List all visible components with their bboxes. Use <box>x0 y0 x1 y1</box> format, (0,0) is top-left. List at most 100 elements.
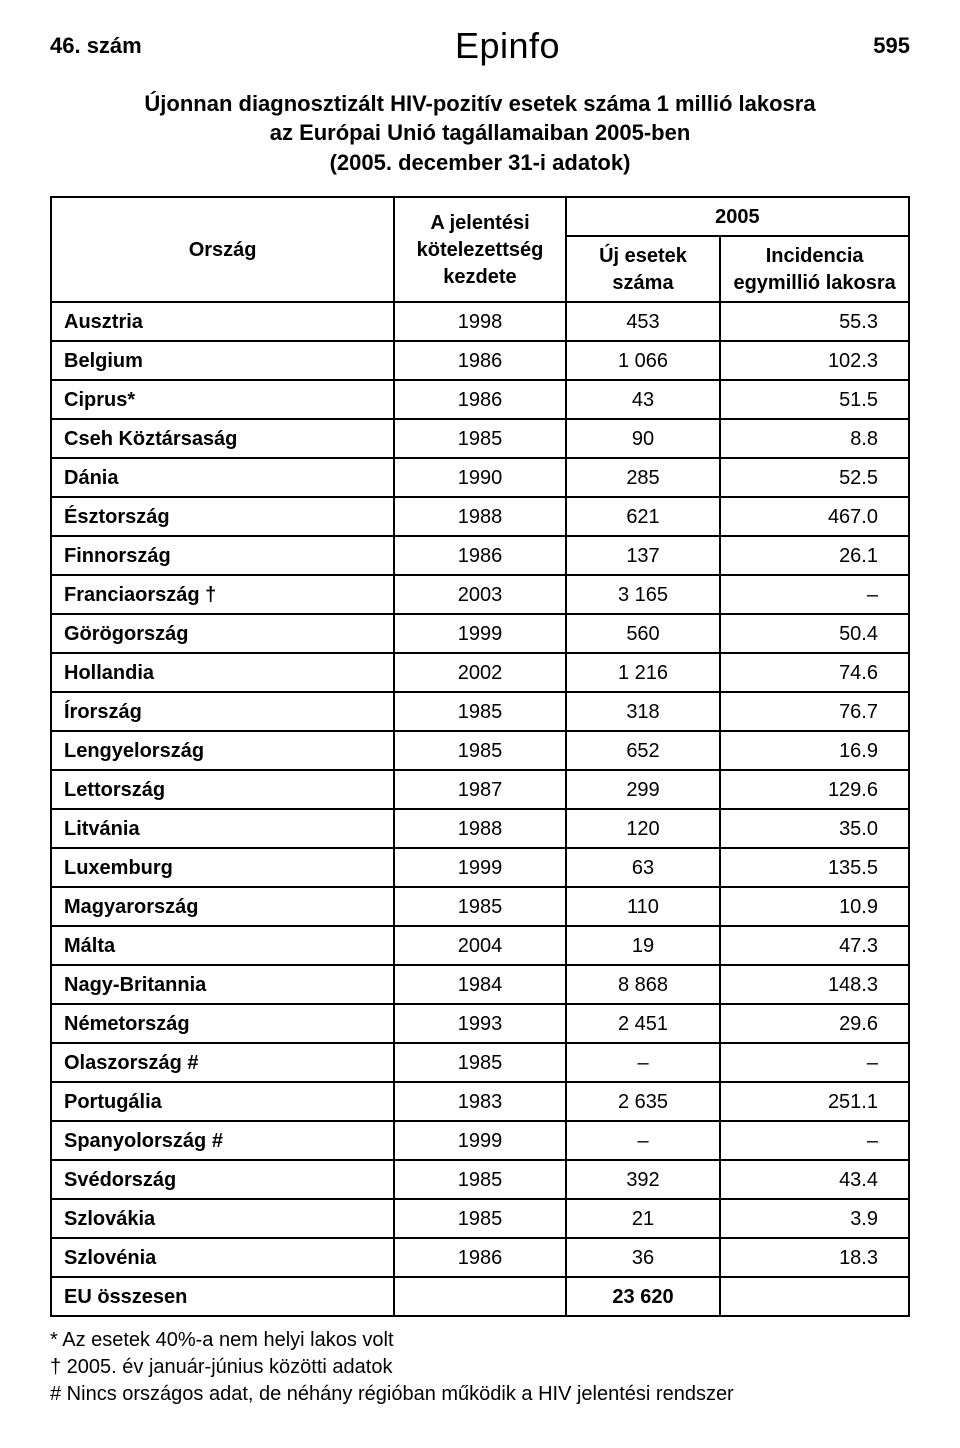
table-row: Litvánia198812035.0 <box>51 809 909 848</box>
country-cell: Dánia <box>51 458 394 497</box>
incidence-cell: 3.9 <box>720 1199 909 1238</box>
total-year <box>394 1277 566 1316</box>
incidence-cell: 29.6 <box>720 1004 909 1043</box>
country-cell: Németország <box>51 1004 394 1043</box>
cases-cell: 19 <box>566 926 720 965</box>
incidence-cell: 251.1 <box>720 1082 909 1121</box>
country-cell: Olaszország # <box>51 1043 394 1082</box>
cases-cell: 652 <box>566 731 720 770</box>
footnotes: * Az esetek 40%-a nem helyi lakos volt †… <box>50 1327 910 1408</box>
cases-cell: 318 <box>566 692 720 731</box>
cases-cell: 137 <box>566 536 720 575</box>
country-cell: Málta <box>51 926 394 965</box>
year-cell: 1985 <box>394 731 566 770</box>
year-cell: 1984 <box>394 965 566 1004</box>
incidence-cell: 16.9 <box>720 731 909 770</box>
col-header-incidence: Incidencia egymillió lakosra <box>720 236 909 302</box>
year-cell: 2003 <box>394 575 566 614</box>
table-body: Ausztria199845355.3Belgium19861 066102.3… <box>51 302 909 1316</box>
cases-cell: 21 <box>566 1199 720 1238</box>
issue-number: 46. szám <box>50 31 142 61</box>
document-title: Újonnan diagnosztizált HIV-pozitív esete… <box>100 89 860 178</box>
year-cell: 1985 <box>394 692 566 731</box>
country-cell: Görögország <box>51 614 394 653</box>
year-cell: 1986 <box>394 380 566 419</box>
year-cell: 1985 <box>394 1199 566 1238</box>
year-cell: 1986 <box>394 536 566 575</box>
incidence-cell: 35.0 <box>720 809 909 848</box>
table-row: Észtország1988621467.0 <box>51 497 909 536</box>
cases-cell: – <box>566 1121 720 1160</box>
incidence-cell: 47.3 <box>720 926 909 965</box>
incidence-cell: 55.3 <box>720 302 909 341</box>
year-cell: 1985 <box>394 1043 566 1082</box>
incidence-cell: 74.6 <box>720 653 909 692</box>
year-cell: 1987 <box>394 770 566 809</box>
year-cell: 1998 <box>394 302 566 341</box>
year-cell: 1999 <box>394 614 566 653</box>
cases-cell: 621 <box>566 497 720 536</box>
col-header-new-cases: Új esetek száma <box>566 236 720 302</box>
cases-cell: 43 <box>566 380 720 419</box>
table-row: Málta20041947.3 <box>51 926 909 965</box>
cases-cell: 392 <box>566 1160 720 1199</box>
col-header-country: Ország <box>51 197 394 302</box>
footnote-1: * Az esetek 40%-a nem helyi lakos volt <box>50 1327 910 1354</box>
incidence-cell: 26.1 <box>720 536 909 575</box>
year-cell: 1988 <box>394 497 566 536</box>
cases-cell: 285 <box>566 458 720 497</box>
country-cell: Hollandia <box>51 653 394 692</box>
country-cell: Észtország <box>51 497 394 536</box>
cases-cell: 1 216 <box>566 653 720 692</box>
brand-title: Epinfo <box>455 22 560 71</box>
cases-cell: 90 <box>566 419 720 458</box>
country-cell: Lengyelország <box>51 731 394 770</box>
table-row: Spanyolország #1999–– <box>51 1121 909 1160</box>
incidence-cell: 8.8 <box>720 419 909 458</box>
page-header: 46. szám Epinfo 595 <box>50 22 910 71</box>
total-inc <box>720 1277 909 1316</box>
table-row: Franciaország †20033 165– <box>51 575 909 614</box>
country-cell: Cseh Köztársaság <box>51 419 394 458</box>
title-line-3: (2005. december 31-i adatok) <box>330 150 631 175</box>
incidence-cell: 135.5 <box>720 848 909 887</box>
year-cell: 1999 <box>394 848 566 887</box>
country-cell: Magyarország <box>51 887 394 926</box>
table-row: Dánia199028552.5 <box>51 458 909 497</box>
country-cell: Franciaország † <box>51 575 394 614</box>
table-row: Magyarország198511010.9 <box>51 887 909 926</box>
country-cell: Írország <box>51 692 394 731</box>
table-row: Belgium19861 066102.3 <box>51 341 909 380</box>
country-cell: Belgium <box>51 341 394 380</box>
incidence-cell: 129.6 <box>720 770 909 809</box>
country-cell: Spanyolország # <box>51 1121 394 1160</box>
year-cell: 1985 <box>394 887 566 926</box>
cases-cell: 8 868 <box>566 965 720 1004</box>
table-header: Ország A jelentési kötelezettség kezdete… <box>51 197 909 302</box>
table-row: Luxemburg199963135.5 <box>51 848 909 887</box>
incidence-cell: 10.9 <box>720 887 909 926</box>
col-header-start: A jelentési kötelezettség kezdete <box>394 197 566 302</box>
year-cell: 1985 <box>394 1160 566 1199</box>
incidence-cell: – <box>720 1043 909 1082</box>
country-cell: Ciprus* <box>51 380 394 419</box>
cases-cell: – <box>566 1043 720 1082</box>
table-row: Finnország198613726.1 <box>51 536 909 575</box>
cases-cell: 2 635 <box>566 1082 720 1121</box>
cases-cell: 2 451 <box>566 1004 720 1043</box>
table-row: Hollandia20021 21674.6 <box>51 653 909 692</box>
incidence-cell: 102.3 <box>720 341 909 380</box>
year-cell: 1993 <box>394 1004 566 1043</box>
incidence-cell: 51.5 <box>720 380 909 419</box>
year-cell: 1983 <box>394 1082 566 1121</box>
incidence-cell: – <box>720 1121 909 1160</box>
country-cell: Svédország <box>51 1160 394 1199</box>
cases-cell: 120 <box>566 809 720 848</box>
country-cell: Finnország <box>51 536 394 575</box>
year-cell: 2004 <box>394 926 566 965</box>
country-cell: Litvánia <box>51 809 394 848</box>
table-row: Olaszország #1985–– <box>51 1043 909 1082</box>
year-cell: 2002 <box>394 653 566 692</box>
year-cell: 1985 <box>394 419 566 458</box>
incidence-cell: 43.4 <box>720 1160 909 1199</box>
